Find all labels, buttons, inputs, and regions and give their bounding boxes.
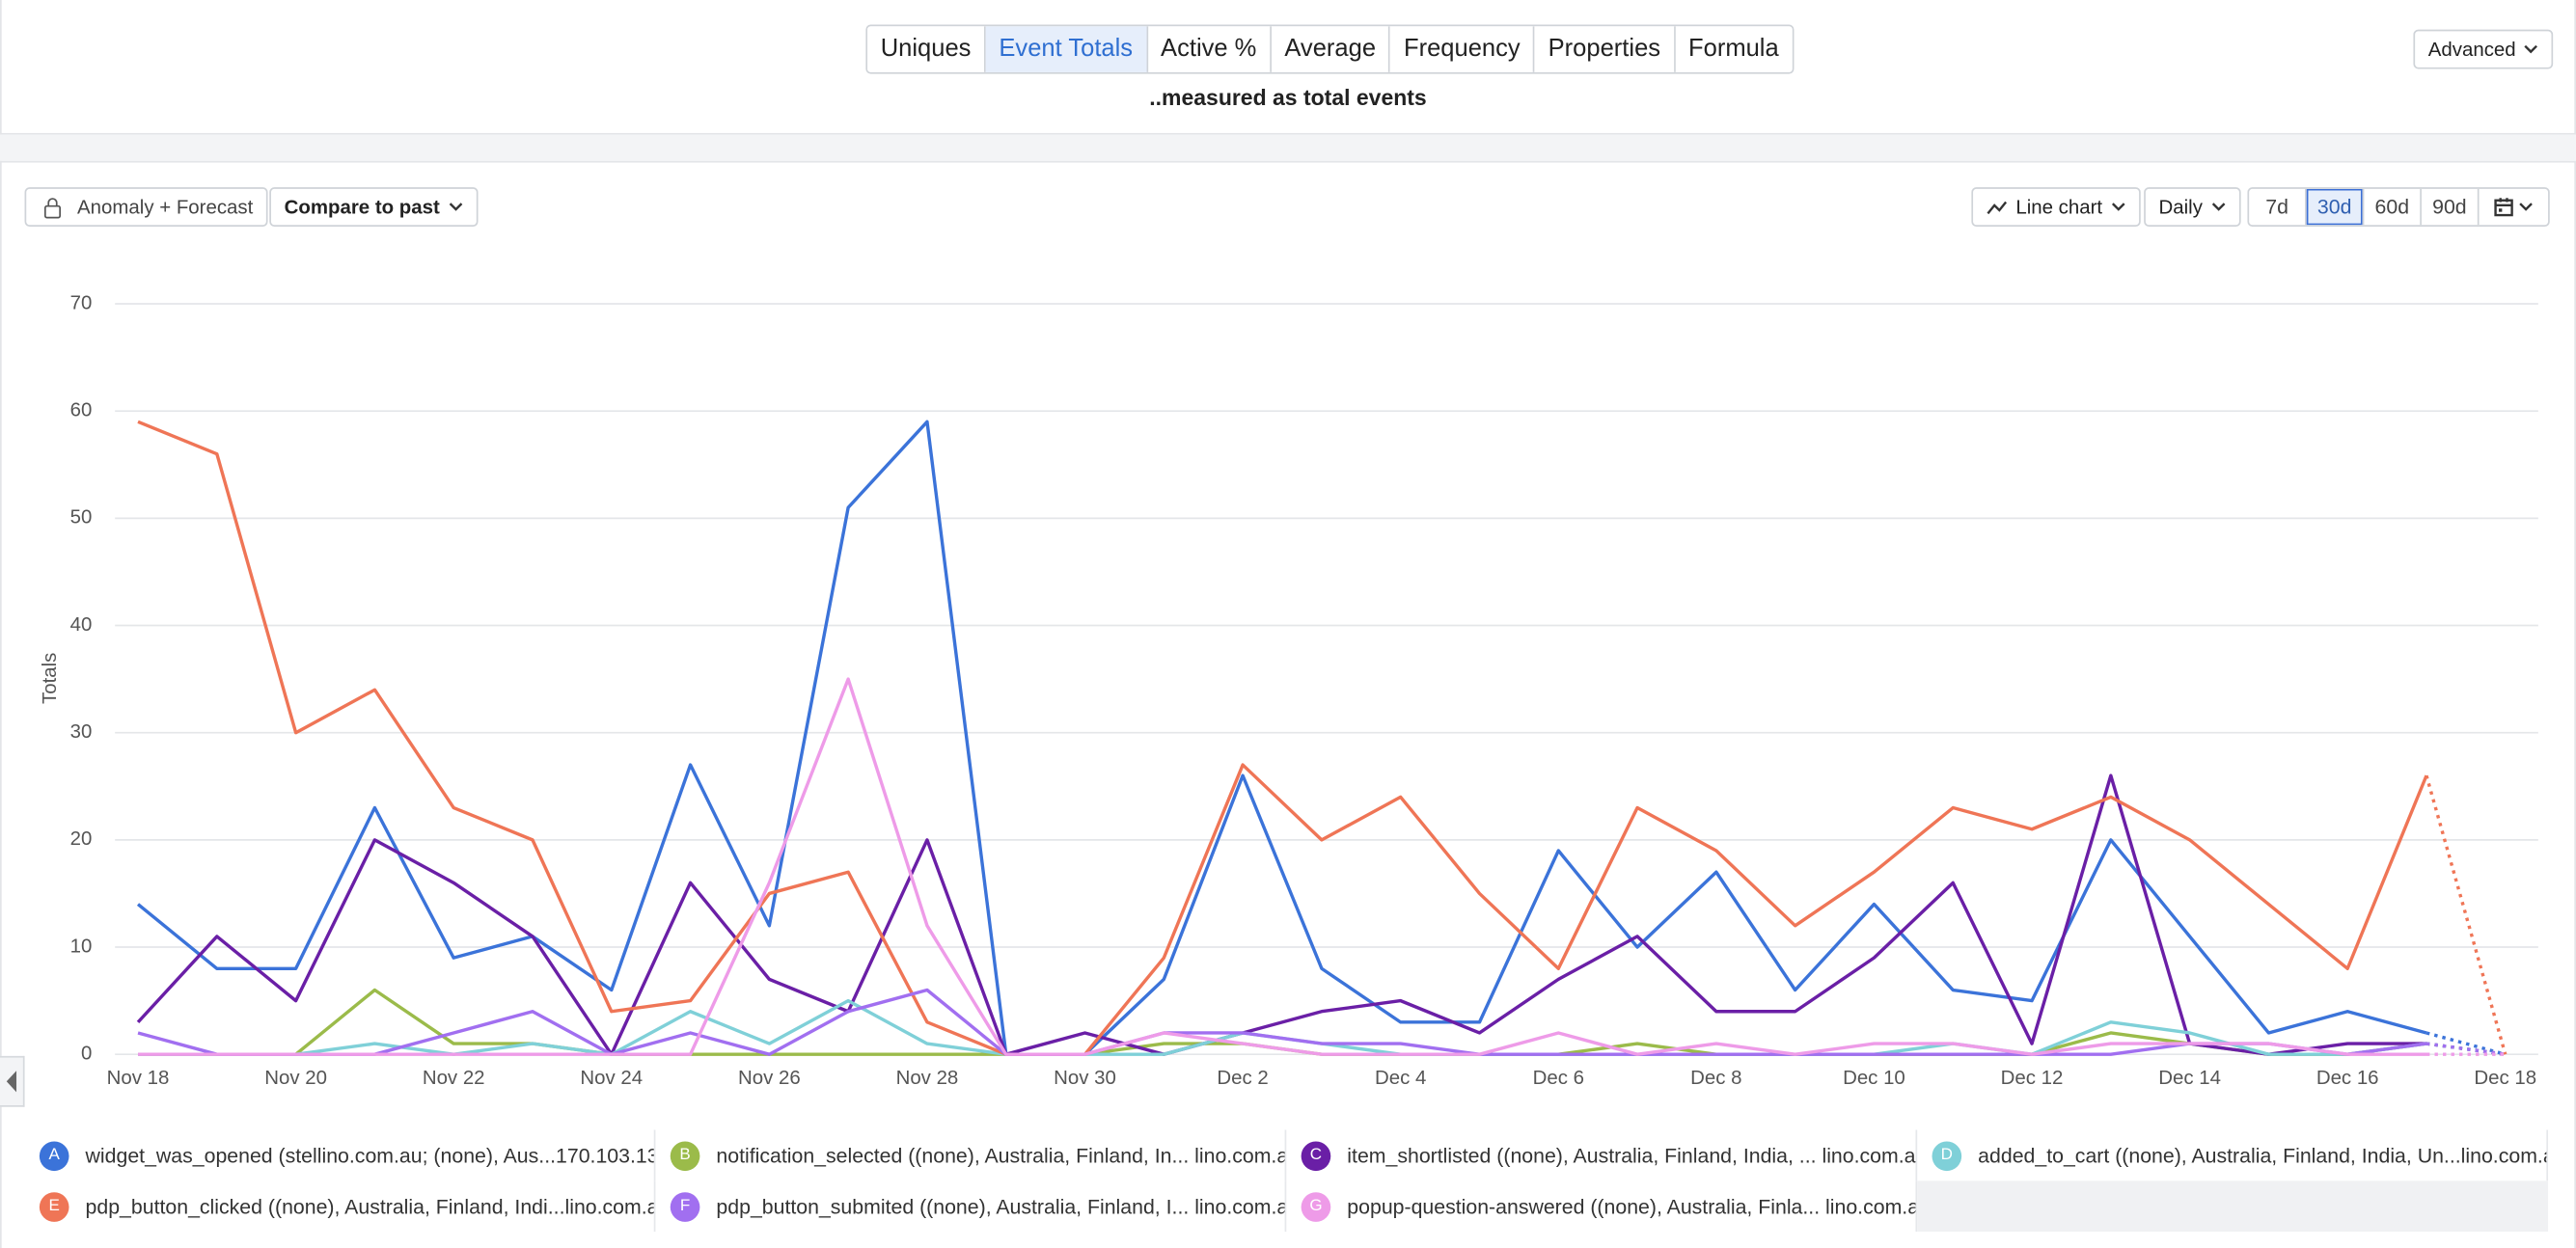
x-tick-label: Nov 24 [580, 1068, 643, 1089]
calendar-button[interactable] [2480, 189, 2549, 225]
divider [0, 134, 2576, 161]
label: Daily [2158, 195, 2203, 219]
lock-icon [43, 197, 62, 218]
tab[interactable]: Average [1271, 26, 1391, 72]
legend-label: popup-question-answered ((none), Austral… [1347, 1194, 1918, 1218]
range-option[interactable]: 90d [2422, 188, 2480, 226]
chevron [2525, 44, 2538, 54]
range-group: 7d 30d 60d 90d [2247, 187, 2550, 227]
series-line [136, 420, 2427, 1056]
y-tick-label: 60 [70, 400, 93, 421]
line-icon [1987, 200, 2008, 214]
x-tick-label: Nov 18 [107, 1068, 170, 1089]
series-line-incomplete [2425, 774, 2507, 1055]
interval-button[interactable]: Daily [2144, 187, 2241, 227]
y-tick-label: 50 [70, 507, 93, 529]
tab[interactable]: Formula [1675, 26, 1793, 72]
chart-type-button[interactable]: Line chart [1971, 187, 2141, 227]
series-line-incomplete [2425, 1042, 2507, 1056]
legend-badge: E [39, 1191, 69, 1222]
x-tick-label: Nov 22 [423, 1068, 485, 1089]
chevron [2519, 203, 2533, 211]
arrow-icon [6, 1071, 17, 1093]
advanced-button[interactable]: Advanced [2413, 29, 2554, 69]
x-tick-label: Dec 4 [1375, 1068, 1426, 1089]
tab-selected[interactable]: Event Totals [985, 26, 1148, 72]
x-tick-label: Nov 28 [896, 1068, 959, 1089]
y-tick-label: 30 [70, 721, 93, 743]
series-line [138, 677, 2426, 1056]
compare-button[interactable]: Compare to past [269, 187, 478, 227]
x-tick-label: Dec 18 [2474, 1068, 2536, 1089]
y-tick-label: 70 [70, 292, 93, 313]
y-tick-label: 40 [70, 614, 93, 636]
legend-label: widget_was_opened (stellino.com.au; (non… [85, 1144, 656, 1167]
y-tick-label: 0 [81, 1044, 92, 1065]
x-tick-label: Dec 14 [2158, 1068, 2221, 1089]
subtitle: ..measured as total events [1149, 85, 1427, 111]
metric-tabs: Uniques Event Totals Active % Average Fr… [865, 24, 1795, 74]
series-line [136, 773, 2426, 1056]
tab[interactable]: Frequency [1390, 26, 1536, 72]
legend-badge: A [39, 1140, 69, 1171]
tab[interactable]: Active % [1147, 26, 1272, 72]
chart-panel [0, 160, 2576, 1248]
legend-badge: F [670, 1191, 700, 1222]
chart: 0 10 20 30 40 50 60 70 Totals Nov 18 Nov 20 Nov 22 N… [40, 292, 2538, 1089]
legend-filler [1917, 1180, 2549, 1233]
y-tick-label: 10 [70, 936, 93, 957]
x-tick-label: Dec 6 [1533, 1068, 1584, 1089]
range-option-selected[interactable]: 30d [2306, 188, 2365, 226]
legend-badge: G [1301, 1191, 1331, 1222]
legend-label: item_shortlisted ((none), Australia, Fin… [1347, 1144, 1918, 1167]
label: Compare to past [284, 195, 440, 219]
range-option[interactable]: 7d [2249, 188, 2307, 226]
legend-label: pdp_button_submited ((none), Australia, … [716, 1194, 1287, 1218]
y-axis-label: Totals [40, 653, 61, 704]
tab[interactable]: Properties [1535, 26, 1676, 72]
label: Anomaly + Forecast [77, 195, 254, 219]
x-tick-label: Dec 12 [2001, 1068, 2064, 1089]
series-line [137, 988, 2427, 1056]
x-tick-label: Dec 8 [1690, 1068, 1741, 1089]
legend-badge: D [1932, 1140, 1962, 1171]
x-tick-label: Nov 20 [264, 1068, 327, 1089]
label: Line chart [2015, 195, 2103, 219]
x-tick-label: Nov 26 [738, 1068, 801, 1089]
range-option[interactable]: 60d [2364, 188, 2422, 226]
x-tick-label: Dec 2 [1217, 1068, 1268, 1089]
calendar-icon [2494, 198, 2513, 217]
series-line [137, 420, 2428, 1056]
x-tick-label: Nov 30 [1054, 1068, 1116, 1089]
legend-badge: C [1301, 1140, 1331, 1171]
legend-label: notification_selected ((none), Australia… [716, 1144, 1287, 1167]
anomaly-button[interactable]: Anomaly + Forecast [24, 187, 268, 227]
x-tick-label: Dec 16 [2316, 1068, 2379, 1089]
legend-label: added_to_cart ((none), Australia, Finlan… [1978, 1144, 2549, 1167]
side-toggle[interactable] [0, 1055, 25, 1107]
label: Advanced [2427, 38, 2516, 62]
chevron [449, 203, 462, 211]
x-tick-label: Dec 10 [1843, 1068, 1905, 1089]
series-line-incomplete [2425, 1031, 2507, 1056]
legend-label: pdp_button_clicked ((none), Australia, F… [85, 1194, 656, 1218]
y-tick-label: 20 [70, 828, 93, 850]
chevron [2111, 203, 2125, 211]
tab[interactable]: Uniques [867, 26, 986, 72]
chevron [2211, 203, 2225, 211]
legend-badge: B [670, 1140, 700, 1171]
